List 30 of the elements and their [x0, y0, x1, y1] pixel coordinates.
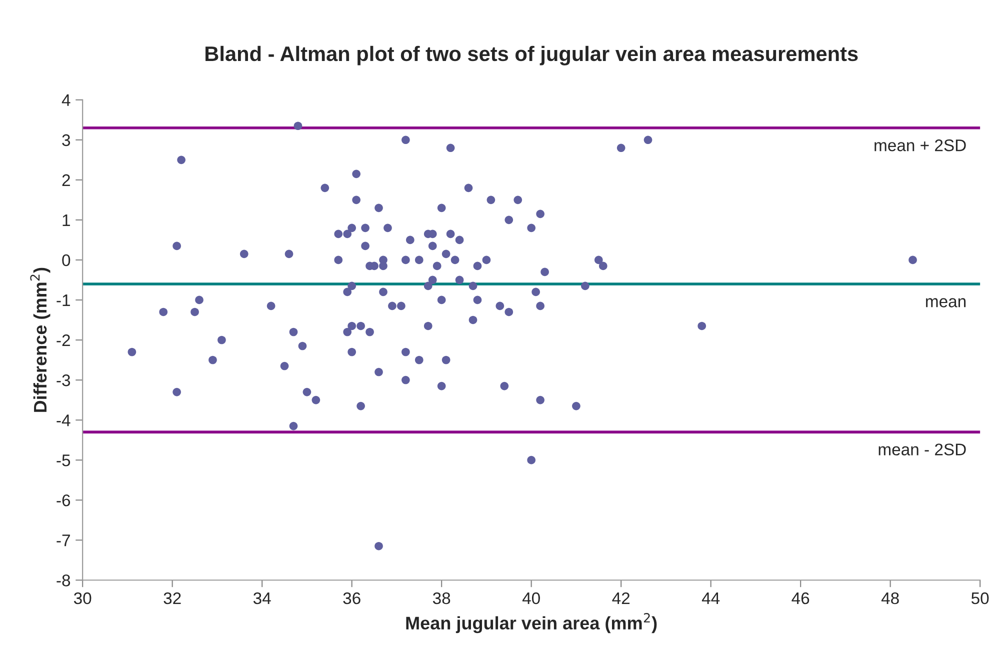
y-tick-label: -7: [56, 534, 70, 546]
x-tick-label: 42: [612, 592, 630, 604]
x-tick-label: 30: [74, 592, 92, 604]
y-tick-label: -6: [56, 494, 70, 506]
y-tick-label: -2: [56, 334, 70, 346]
y-tick-label: -8: [56, 574, 70, 586]
ref-line-label: mean - 2SD: [878, 444, 966, 456]
x-tick-label: 44: [702, 592, 720, 604]
x-tick-label: 34: [253, 592, 271, 604]
x-tick-label: 38: [432, 592, 450, 604]
x-tick-label: 40: [522, 592, 540, 604]
x-tick-label: 46: [792, 592, 810, 604]
y-tick-label: -1: [56, 294, 70, 306]
x-tick-label: 36: [343, 592, 360, 604]
y-tick-label: 2: [62, 174, 70, 186]
ref-line-label: mean + 2SD: [874, 139, 966, 152]
ref-line-label: mean: [926, 298, 966, 308]
y-tick-label: -3: [56, 374, 70, 386]
y-tick-label: 0: [62, 254, 70, 266]
y-tick-label: 1: [62, 214, 70, 226]
x-tick-label: 48: [881, 592, 899, 604]
x-tick-label: 32: [164, 592, 181, 604]
y-tick-label: 3: [62, 134, 70, 146]
y-axis-title: Difference (mm$^{2}$): [30, 268, 50, 412]
chart-title: Bland - Altman plot of two sets of jugular vein area measurements: [206, 46, 858, 66]
y-tick-label: -5: [56, 454, 70, 466]
x-tick-label: 50: [971, 592, 989, 604]
x-axis-title: Mean jugular vein area (mm$^{2}$): [406, 613, 657, 634]
y-tick-label: 4: [62, 94, 70, 106]
y-tick-label: -4: [56, 414, 70, 426]
